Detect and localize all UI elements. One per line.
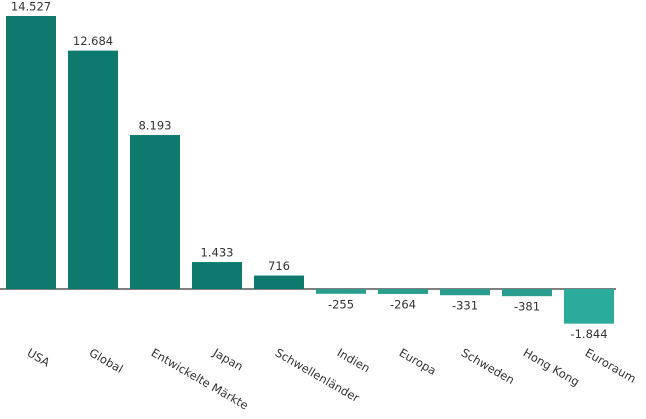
bar	[130, 135, 180, 289]
bar	[316, 289, 366, 294]
bar	[6, 16, 56, 289]
value-label: 716	[268, 259, 290, 273]
bar	[564, 289, 614, 324]
x-tick-label: Europa	[397, 346, 439, 378]
bar	[502, 289, 552, 297]
value-label: 12.684	[73, 34, 113, 48]
bar	[378, 289, 428, 294]
value-label: 1.433	[201, 246, 234, 260]
bar	[192, 262, 242, 289]
value-label: -264	[390, 297, 416, 311]
bar	[254, 275, 304, 289]
x-tick-label: Indien	[335, 346, 373, 376]
x-tick-label: Schweden	[459, 346, 517, 388]
value-label: 8.193	[139, 119, 172, 133]
value-label: -1.844	[570, 327, 607, 341]
value-label: -331	[452, 299, 478, 313]
x-tick-label: Global	[87, 346, 126, 376]
value-label: -381	[514, 300, 540, 314]
x-tick-label: Euroraum	[583, 346, 639, 386]
x-tick-label: USA	[25, 346, 53, 370]
bar	[440, 289, 490, 296]
x-tick-label: Japan	[210, 345, 246, 374]
value-label: -255	[328, 297, 354, 311]
value-label: 14.527	[11, 0, 51, 14]
x-tick-label: Hong Kong	[521, 346, 582, 389]
bar	[68, 50, 118, 289]
